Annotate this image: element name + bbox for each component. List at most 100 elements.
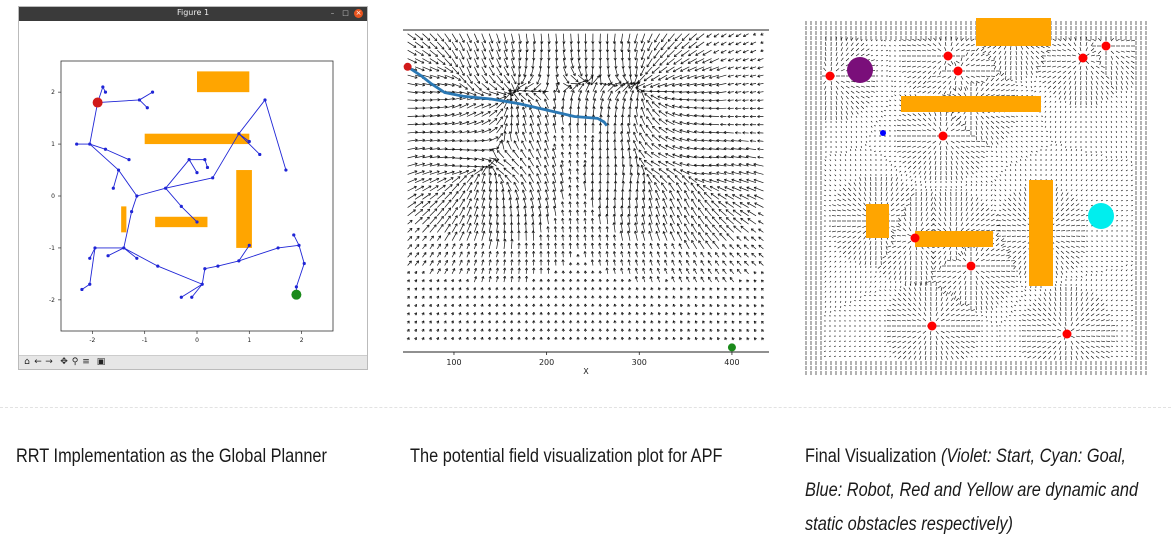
maximize-button[interactable]: □ (342, 9, 349, 17)
apf-field-arrowhead (679, 162, 682, 166)
close-button[interactable]: × (354, 9, 363, 18)
apf-field-arrow (523, 123, 527, 134)
apf-field-arrowhead (473, 320, 476, 323)
apf-field-arrow (569, 160, 572, 167)
apf-field-arrow (584, 234, 586, 241)
apf-field-arrow (554, 234, 557, 241)
apf-field-arrowhead (613, 122, 616, 126)
apf-field-arrow (407, 186, 417, 192)
back-arrow-icon[interactable]: ← (34, 357, 42, 367)
configure-subplots-icon[interactable]: ≡ (82, 357, 90, 367)
apf-field-arrow (569, 234, 572, 241)
apf-field-arrow (459, 157, 470, 160)
apf-field-arrowhead (544, 148, 548, 151)
apf-field-arrowhead (702, 303, 706, 306)
apf-field-arrowhead (652, 109, 654, 113)
apf-field-arrow (690, 182, 698, 192)
home-icon[interactable]: ⌂ (24, 357, 30, 367)
apf-field-arrow (700, 276, 705, 283)
apf-field-arrow (652, 109, 660, 117)
apf-field-arrow (561, 209, 564, 216)
apf-field-arrowhead (636, 89, 639, 93)
apf-field-arrowhead (509, 122, 512, 126)
apf-field-arrowhead (496, 303, 499, 307)
apf-field-arrowhead (694, 60, 697, 64)
apf-field-arrow (656, 206, 660, 216)
apf-field-arrowhead (496, 189, 499, 192)
apf-field-arrowhead (458, 336, 461, 340)
apf-field-arrowhead (623, 164, 626, 167)
apf-field-arrowhead (544, 164, 548, 167)
apf-field-arrowhead (544, 115, 547, 118)
apf-field-arrowhead (440, 215, 444, 218)
apf-field-arrowhead (577, 135, 580, 138)
apf-field-arrow (529, 131, 534, 142)
apf-field-arrowhead (701, 85, 705, 87)
apf-field-arrow (674, 33, 683, 42)
apf-field-arrowhead (575, 151, 578, 155)
apf-field-arrowhead (451, 170, 455, 172)
apf-field-arrowhead (488, 197, 492, 200)
apf-field-arrowhead (445, 251, 448, 254)
forward-arrow-icon[interactable]: → (45, 357, 53, 367)
apf-field-arrow (444, 177, 454, 184)
apf-field-arrowhead (561, 151, 564, 155)
apf-field-arrowhead (631, 98, 633, 101)
apf-field-arrowhead (482, 303, 484, 307)
apf-field-arrowhead (466, 112, 470, 115)
apf-field-arrowhead (516, 122, 519, 126)
minimize-button[interactable]: – (330, 9, 335, 17)
apf-field-arrow (599, 251, 601, 258)
save-icon[interactable]: ▣ (96, 357, 106, 367)
apf-quiver-field (406, 32, 765, 341)
apf-field-arrow (585, 76, 594, 84)
apf-field-arrowhead (598, 328, 601, 332)
apf-field-arrowhead (671, 251, 675, 254)
apf-field-arrowhead (410, 244, 413, 248)
apf-field-arrowhead (474, 130, 477, 133)
zoom-icon[interactable]: ⚲ (71, 357, 79, 367)
apf-field-arrowhead (414, 77, 418, 79)
apf-field-arrowhead (466, 103, 469, 107)
apf-field-arrowhead (568, 201, 571, 205)
pan-icon[interactable]: ✥ (60, 357, 68, 367)
apf-field-arrowhead (569, 85, 572, 88)
apf-field-arrow (503, 33, 508, 44)
apf-field-arrowhead (540, 234, 543, 237)
apf-field-arrowhead (414, 312, 417, 315)
apf-field-arrow (642, 276, 646, 283)
apf-field-arrow (511, 106, 513, 117)
apf-field-arrowhead (493, 172, 496, 176)
apf-field-arrow (654, 182, 660, 192)
apf-field-arrow (414, 170, 425, 175)
apf-field-arrow (407, 219, 413, 225)
window-titlebar[interactable]: Figure 1 – □ × (19, 7, 367, 21)
apf-field-arrowhead (518, 312, 521, 315)
apf-field-arrowhead (623, 106, 625, 109)
apf-field-arrowhead (480, 328, 483, 331)
apf-field-arrowhead (576, 122, 578, 126)
apf-field-arrow (607, 66, 610, 77)
apf-field-arrow (407, 131, 418, 134)
apf-field-arrow (665, 144, 675, 150)
apf-field-arrowhead (517, 213, 520, 217)
apf-field-arrowhead (443, 295, 447, 298)
apf-field-arrowhead (529, 73, 532, 77)
apf-field-arrowhead (667, 175, 671, 177)
apf-field-arrowhead (672, 112, 675, 116)
apf-field-arrow (651, 143, 660, 150)
apf-field-arrow (429, 243, 434, 250)
apf-field-arrowhead (655, 197, 659, 201)
apf-field-arrowhead (511, 122, 513, 126)
apf-field-arrow (677, 214, 683, 225)
apf-field-arrow (665, 153, 675, 159)
apf-field-arrow (459, 175, 467, 183)
apf-field-arrowhead (629, 180, 632, 184)
apf-field-arrowhead (482, 287, 484, 291)
apf-field-arrow (466, 130, 477, 134)
apf-field-arrow (552, 181, 557, 192)
apf-field-arrowhead (701, 122, 705, 125)
apf-field-arrowhead (708, 147, 712, 149)
apf-field-arrowhead (480, 303, 483, 307)
apf-field-arrowhead (562, 270, 565, 274)
